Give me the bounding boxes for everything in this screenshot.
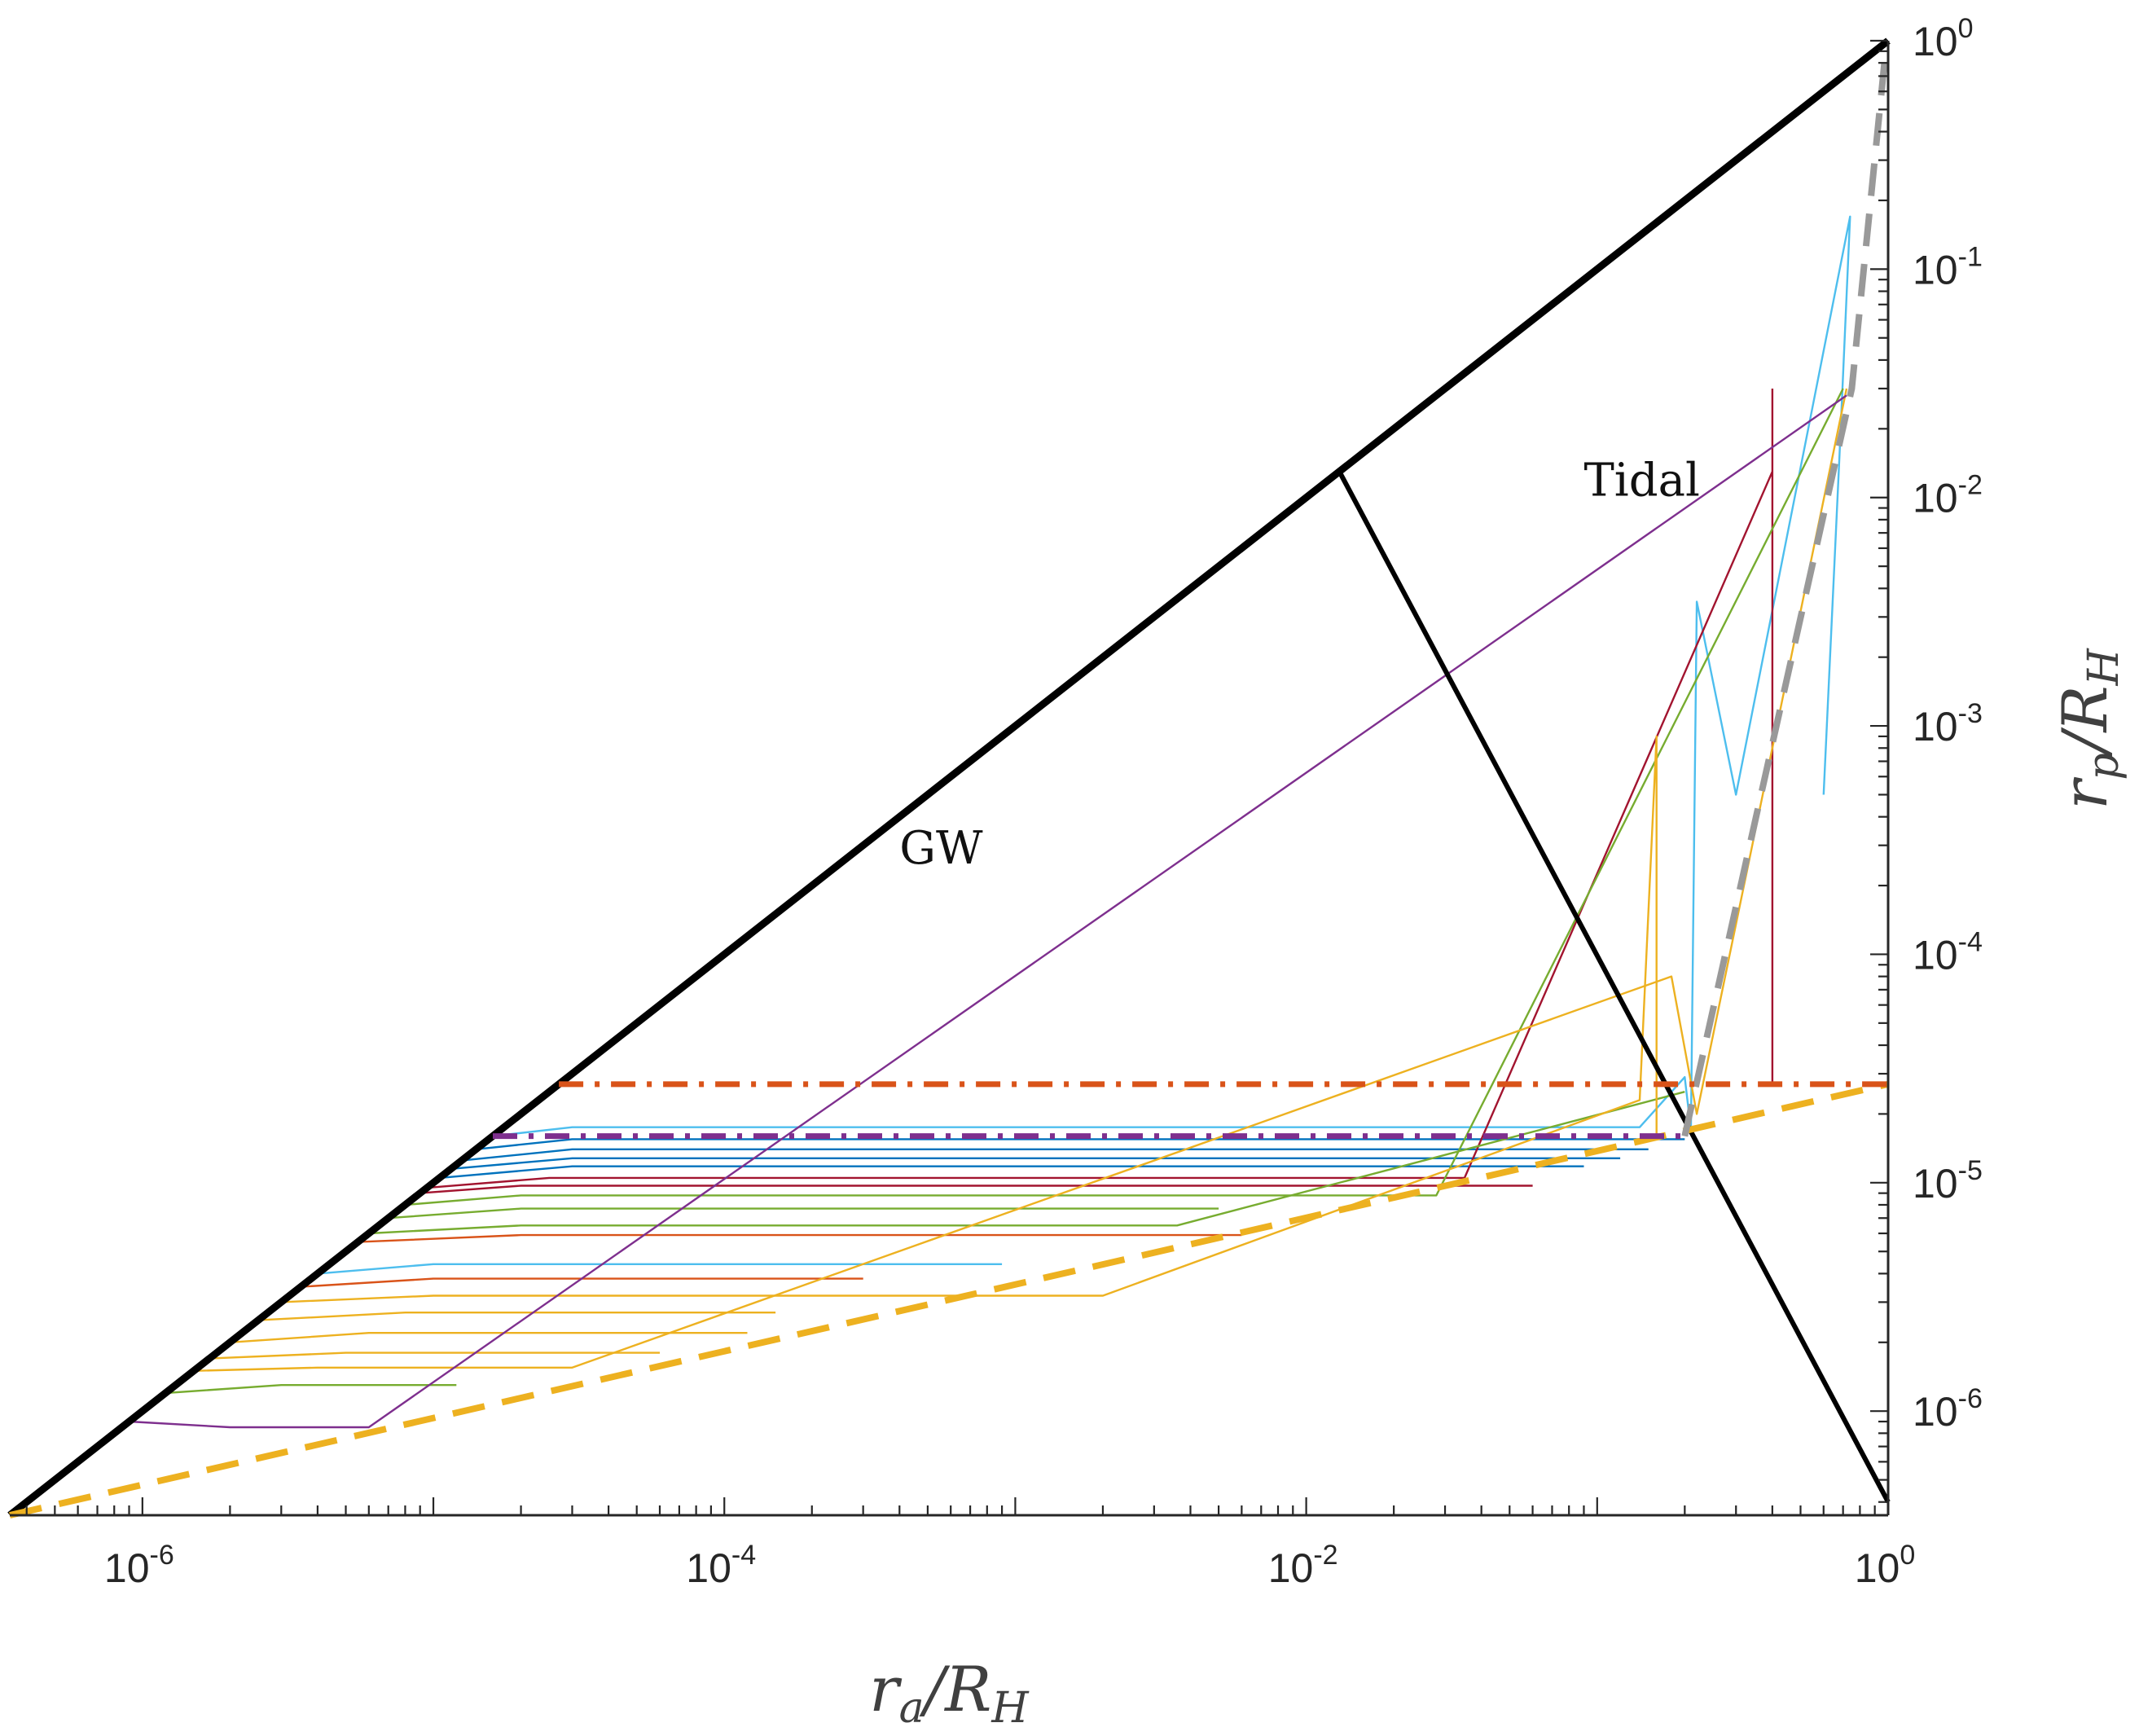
y-tick-label: 10-5 — [1913, 1155, 1983, 1206]
y-tick-label-base: 10 — [1913, 1389, 1958, 1435]
series-line-15 — [257, 1311, 776, 1321]
y-tick-label-base: 10 — [1913, 476, 1958, 521]
x-tick-label-base: 10 — [1268, 1545, 1314, 1591]
y-tick-label-base: 10 — [1913, 932, 1958, 978]
y-tick-label-exponent: -3 — [1958, 698, 1983, 729]
y-tick-label: 10-4 — [1913, 926, 1983, 978]
series-line-5 — [439, 1165, 1584, 1180]
y-tick-label-exponent: -5 — [1958, 1155, 1983, 1186]
series-line-17 — [209, 1351, 660, 1360]
series-line-12 — [317, 1263, 1003, 1275]
x-tick-label-exponent: -6 — [150, 1540, 174, 1571]
x-axis-label-rest: /R — [919, 1653, 992, 1725]
series-line-3 — [461, 1148, 1649, 1162]
y-axis-label-main: r — [2049, 776, 2121, 810]
lower-dashed-gray-line — [1681, 51, 1889, 1137]
y-axis-label-sub: p — [2080, 753, 2128, 780]
series-line-13 — [301, 1277, 863, 1288]
series-line-4 — [450, 1157, 1621, 1170]
x-axis-label-sub: a — [899, 1684, 925, 1733]
x-tick-label: 100 — [1855, 1540, 1916, 1591]
y-tick-label: 10-3 — [1913, 698, 1983, 749]
series-line-20 — [129, 394, 1847, 1429]
series-line-14 — [281, 735, 1658, 1303]
y-tick-label: 10-2 — [1913, 470, 1983, 521]
series-line-16 — [230, 1331, 748, 1343]
x-tick-label-base: 10 — [1855, 1545, 1900, 1591]
series-line-8 — [405, 388, 1844, 1206]
x-tick-label: 10-4 — [686, 1540, 756, 1591]
y-axis-label: rp/RH — [2049, 647, 2128, 809]
y-tick-label-base: 10 — [1913, 19, 1958, 64]
series-line-10 — [368, 1091, 1685, 1235]
guide-layer — [7, 37, 1891, 1518]
y-tick-label: 10-1 — [1913, 241, 1983, 292]
y-tick-label-exponent: -1 — [1958, 241, 1983, 272]
annotation-tidal: Tidal — [1583, 454, 1699, 507]
x-tick-label: 10-6 — [104, 1540, 174, 1591]
series-line-7 — [419, 1184, 1533, 1194]
y-axis-label-rest: /R — [2049, 685, 2121, 758]
y-tick-label: 100 — [1913, 13, 1974, 64]
x-tick-label-exponent: 0 — [1900, 1540, 1915, 1571]
series-line-6 — [427, 389, 1774, 1189]
series-layer — [129, 215, 1851, 1429]
axes-layer — [10, 39, 1890, 1517]
y-tick-label-exponent: -6 — [1958, 1383, 1983, 1414]
series-line-18 — [193, 388, 1848, 1372]
series-line-9 — [388, 1207, 1219, 1220]
y-tick-label: 10-6 — [1913, 1383, 1983, 1435]
series-line-19 — [165, 1383, 457, 1395]
x-tick-label-exponent: -4 — [731, 1540, 756, 1571]
y-tick-label-exponent: -2 — [1958, 470, 1983, 501]
x-tick-label-base: 10 — [686, 1545, 731, 1591]
text-layer: 10-6 10-4 10-2 10010-610-510-410-310-210-11… — [104, 13, 2128, 1733]
series-line-1 — [492, 215, 1851, 1137]
gw-tidal-boundary-line — [1337, 470, 1891, 1504]
y-tick-label-base: 10 — [1913, 247, 1958, 292]
x-tick-label: 10-2 — [1268, 1540, 1338, 1591]
y-axis-label-sub2: H — [2080, 647, 2128, 686]
y-tick-label-base: 10 — [1913, 704, 1958, 749]
y-tick-label-exponent: 0 — [1958, 13, 1974, 44]
y-tick-label-base: 10 — [1913, 1161, 1958, 1206]
series-line-2 — [476, 1138, 1685, 1150]
ra-equals-rp-line — [7, 37, 1891, 1518]
y-tick-label-exponent: -4 — [1958, 926, 1983, 957]
x-tick-label-base: 10 — [104, 1545, 150, 1591]
series-line-11 — [358, 1233, 1242, 1243]
lower-dashed-orange-line — [9, 1081, 1889, 1518]
x-axis-label: ra/RH — [869, 1653, 1030, 1733]
x-axis-label-sub2: H — [990, 1684, 1030, 1733]
x-tick-label-exponent: -2 — [1313, 1540, 1337, 1571]
annotation-gw: GW — [899, 822, 983, 875]
x-axis-label-main: r — [869, 1653, 903, 1725]
